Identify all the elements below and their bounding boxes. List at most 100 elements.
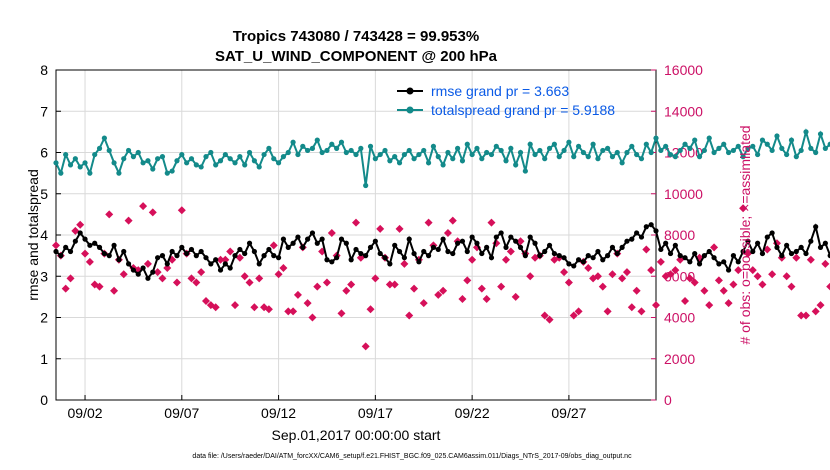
obs-point [482,294,491,303]
rmse-point [706,248,712,255]
totalspread-point [566,139,572,145]
rmse-point [672,242,678,248]
rmse-point [92,240,98,246]
obs-point [642,245,651,254]
y-left-tick-label: 3 [40,268,48,284]
totalspread-point [184,160,190,166]
rmse-point [208,261,214,267]
rmse-point [295,234,301,240]
x-tick-label: 09/07 [164,405,199,421]
rmse-point [280,236,287,242]
totalspread-point [716,145,722,151]
totalspread-point [101,135,107,141]
rmse-point [324,257,330,263]
totalspread-point [242,162,248,168]
obs-point [477,284,486,293]
totalspread-point [750,143,756,149]
y-left-tick-label: 8 [40,62,48,78]
obs-point [637,307,646,316]
totalspread-point [755,151,761,158]
rmse-point [803,250,809,257]
obs-point [748,266,757,275]
totalspread-point [605,145,611,151]
totalspread-point [629,143,635,149]
totalspread-point [624,149,630,156]
y-left-tick-label: 1 [40,351,48,367]
totalspread-point [827,141,830,147]
rmse-point [300,244,306,250]
obs-point [361,342,370,351]
totalspread-point [135,149,141,156]
rmse-point [692,250,698,257]
totalspread-point [237,154,243,160]
obs-point [410,284,419,293]
rmse-point [261,253,267,259]
obs-point [327,228,336,237]
totalspread-point [67,162,74,168]
rmse-point [556,253,562,259]
totalspread-point [334,145,340,151]
obs-point [797,311,806,320]
obs-point [71,226,80,235]
rmse-point [401,255,407,261]
legend-rmse-marker [406,87,414,95]
obs-point [322,278,331,287]
rmse-point [256,261,262,267]
totalspread-point [174,158,180,164]
obs-point [719,286,728,295]
y-right-tick-label: 10000 [664,186,703,202]
rmse-point [82,236,88,242]
totalspread-point [329,141,335,147]
obs-point [66,274,75,283]
rmse-point [367,244,374,250]
obs-point [76,220,85,229]
totalspread-point [159,154,166,160]
y-right-tick-label: 4000 [664,310,695,326]
totalspread-point [367,143,374,149]
rmse-point [203,255,209,261]
obs-point [245,278,254,287]
rmse-point [687,259,693,265]
totalspread-point [150,166,156,172]
totalspread-point [261,151,267,158]
totalspread-point [822,145,828,151]
totalspread-point [513,162,519,168]
y-axis-left: 0 1 2 3 4 5 6 7 8 [40,62,61,408]
totalspread-point [740,154,746,160]
obs-point [95,282,104,291]
totalspread-point [77,164,83,170]
totalspread-point [121,156,127,162]
totalspread-point [324,147,330,154]
totalspread-point [687,145,693,151]
obs-point [105,210,114,219]
totalspread-point [638,156,645,162]
totalspread-point [338,139,345,145]
rmse-point [271,253,277,259]
totalspread-point [203,154,209,160]
totalspread-point [111,160,117,166]
rmse-point [430,244,437,250]
y-left-tick-label: 7 [40,103,48,119]
totalspread-point [430,143,437,149]
obs-point [705,301,714,310]
obs-point [690,278,699,287]
rmse-point [648,222,654,228]
totalspread-point [63,151,69,158]
rmse-point [677,253,683,259]
totalspread-point [600,147,606,154]
totalspread-point [416,151,422,158]
totalspread-point [459,158,466,164]
obs-point [143,259,152,268]
totalspread-point [164,170,170,176]
totalspread-point [353,151,359,158]
totalspread-point [725,149,732,156]
obs-point [506,247,515,256]
obs-point [81,249,90,258]
obs-point [172,278,181,287]
totalspread-point [217,158,224,164]
obs-point [806,255,815,264]
rmse-point [237,246,243,253]
obs-point [622,268,631,277]
obs-point [729,280,738,289]
x-tick-label: 09/12 [261,405,296,421]
